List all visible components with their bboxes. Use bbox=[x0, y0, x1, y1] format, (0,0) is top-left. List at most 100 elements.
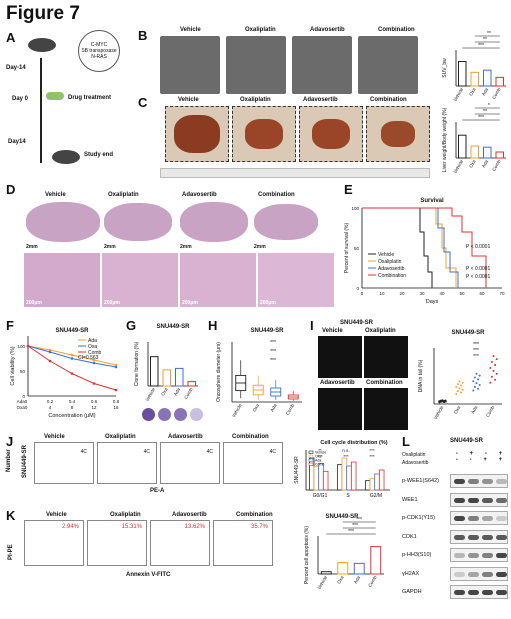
bar-ada bbox=[483, 146, 492, 159]
scale-200-4: 200μm bbox=[260, 300, 276, 306]
blot-band bbox=[496, 534, 507, 540]
i-group-vehicle: Vehicle bbox=[322, 328, 343, 334]
sign: - bbox=[455, 457, 458, 463]
point-oxa bbox=[456, 390, 459, 393]
blot-strip bbox=[450, 511, 508, 526]
blot-band bbox=[482, 516, 493, 522]
blot-band bbox=[482, 497, 493, 503]
bar-ada bbox=[483, 69, 492, 87]
transposon-sb: SB transposase bbox=[81, 48, 117, 54]
point-comb bbox=[92, 382, 96, 385]
blot-band bbox=[454, 497, 465, 503]
d-group-oxa: Oxaliplatin bbox=[108, 192, 139, 198]
bar-g2/m-ada bbox=[374, 473, 380, 491]
apop-dot-vehicle: 2.94% bbox=[24, 520, 84, 566]
legend-vehicle: Vehicle bbox=[315, 451, 326, 455]
scale-2mm-1: 2mm bbox=[26, 244, 38, 250]
sig-label: n.s. bbox=[342, 448, 349, 453]
tick-label-oxa: Oxa bbox=[160, 387, 169, 397]
panel-label-k: K bbox=[6, 508, 16, 523]
x-tick-0: 0 bbox=[361, 291, 364, 296]
c-group-ada: Adavosertib bbox=[303, 97, 338, 103]
b-group-ada: Adavosertib bbox=[310, 27, 345, 33]
legend-oxaliplatin: Oxaliplatin bbox=[378, 259, 402, 265]
y-axis-label: Cell viability (%) bbox=[10, 346, 16, 385]
protein-label: p-HH3(S10) bbox=[402, 552, 432, 559]
blot-band bbox=[454, 516, 465, 522]
point-ada bbox=[473, 385, 476, 388]
blot-band bbox=[468, 479, 479, 485]
y-axis-label: SUV_bw bbox=[442, 58, 448, 78]
apop-dot-ada: 13.62% bbox=[150, 520, 210, 566]
point-ada bbox=[114, 363, 118, 367]
timeline-day-14: Day-14 bbox=[6, 65, 26, 71]
sig-star: ** bbox=[487, 31, 491, 37]
bar-s-oxa bbox=[341, 457, 348, 491]
legend-adavosertib: Adavosertib bbox=[378, 266, 405, 272]
ada-tick-4: 0.8 bbox=[113, 399, 120, 404]
bar-g2/m-oxa bbox=[369, 478, 376, 491]
tick-label-s: S bbox=[346, 493, 350, 499]
point-ada bbox=[478, 374, 481, 377]
blot-row: p-WEE1(S642) bbox=[402, 472, 510, 491]
he-zoom-ada bbox=[180, 253, 256, 307]
blot-strip bbox=[450, 529, 508, 544]
sig-star: *** bbox=[352, 523, 358, 529]
series-oxaliplatin bbox=[362, 207, 457, 288]
pvalue-3: P < 0.0001 bbox=[466, 274, 490, 280]
tick-label-vehicle: Vehicle bbox=[453, 87, 465, 102]
bar-comb bbox=[187, 381, 196, 387]
panel-label-l: L bbox=[402, 434, 410, 449]
apop-dot-oxa: 15.31% bbox=[87, 520, 147, 566]
mouse-icon-end bbox=[52, 150, 80, 164]
sig-star: * bbox=[488, 103, 490, 109]
i-title: SNU449-SR bbox=[340, 320, 374, 326]
chart-title: SNU449-SR bbox=[325, 514, 359, 520]
tick-label-vehicle: Vehicle bbox=[453, 159, 465, 174]
x-tick-60: 60 bbox=[479, 291, 485, 296]
sign-row-1: - - + + bbox=[450, 457, 508, 463]
sig-label: *** bbox=[369, 448, 375, 453]
blot-band bbox=[468, 553, 479, 559]
tick-label-comb: Comb bbox=[491, 159, 502, 172]
sign: + bbox=[483, 457, 487, 463]
petct-oxa bbox=[226, 36, 286, 94]
point-oxa bbox=[92, 361, 96, 365]
sign: + bbox=[469, 451, 474, 457]
bar-g0/g1-comb bbox=[322, 470, 329, 491]
x-tick-40: 40 bbox=[439, 291, 445, 296]
bar-s-vehicle bbox=[336, 464, 343, 491]
y-tick-0: 0 bbox=[22, 394, 25, 399]
point-oxa bbox=[458, 380, 461, 383]
bar-vehicle bbox=[320, 571, 332, 575]
legend-vehicle: Vehicle bbox=[378, 252, 394, 258]
i-group-oxa: Oxaliplatin bbox=[365, 328, 396, 334]
liver-vehicle bbox=[165, 106, 229, 162]
i-group-comb: Combination bbox=[366, 380, 403, 386]
sign: + bbox=[498, 457, 503, 463]
comet-comb bbox=[364, 388, 408, 430]
liver-oxa bbox=[232, 106, 296, 162]
oxa-tick-3: 12 bbox=[91, 405, 97, 410]
blot-band bbox=[468, 534, 479, 540]
bar-vehicle bbox=[150, 356, 159, 387]
gate-4c-2: 4C bbox=[143, 449, 150, 455]
blot-band bbox=[468, 497, 479, 503]
petct-ada bbox=[292, 36, 352, 94]
blot-band bbox=[454, 553, 465, 559]
point-oxa bbox=[460, 391, 463, 394]
sig-label: ** bbox=[318, 448, 322, 453]
tick-label-vehicle: Vehicle bbox=[231, 403, 243, 418]
sig-star: *** bbox=[356, 517, 362, 523]
protein-label: GAPDH bbox=[402, 589, 422, 596]
l-row-ada: Adavosertib bbox=[402, 460, 429, 466]
sig-star: *** bbox=[473, 354, 479, 360]
apop-dot-comb: 35.7% bbox=[213, 520, 273, 566]
ada-tick-2: 0.4 bbox=[69, 399, 76, 404]
blot-band bbox=[482, 479, 493, 485]
blot-band bbox=[482, 590, 493, 596]
tick-label-oxa: Oxa bbox=[468, 159, 477, 169]
bar-ada bbox=[353, 562, 365, 575]
point-comb bbox=[494, 378, 497, 381]
point-ada bbox=[477, 387, 480, 390]
